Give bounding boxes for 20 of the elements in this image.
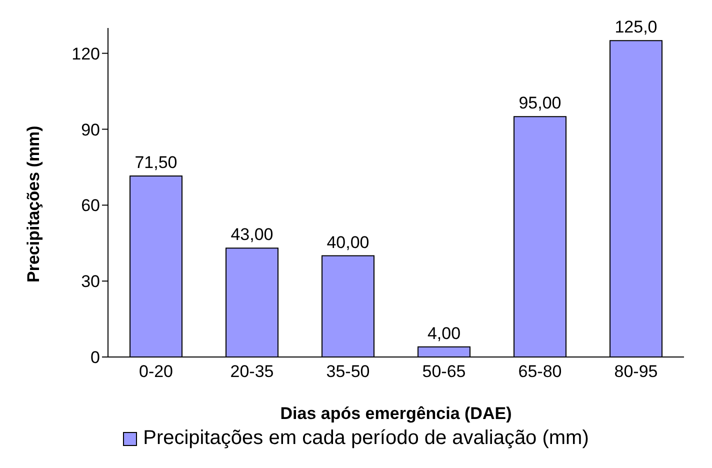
x-tick-label: 20-35 [230, 362, 274, 382]
x-tick-label: 50-65 [422, 362, 466, 382]
data-label: 95,00 [518, 94, 562, 113]
y-axis-title: Precipitações (mm) [24, 126, 44, 282]
x-tick-label: 35-50 [326, 362, 370, 382]
data-label: 125,0 [614, 18, 658, 37]
data-label: 43,00 [230, 225, 274, 244]
y-tick-label: 90 [81, 120, 100, 140]
legend-label: Precipitações em cada período de avaliação (mm) [143, 427, 589, 450]
y-tick-label: 60 [81, 196, 100, 216]
y-tick-label: 0 [90, 348, 100, 368]
data-label: 4,00 [427, 324, 461, 343]
x-tick-label: 0-20 [138, 362, 174, 382]
data-label: 40,00 [326, 232, 370, 252]
y-tick-label: 30 [81, 272, 100, 292]
data-label: 71,50 [134, 153, 178, 172]
y-tick-label: 120 [72, 44, 100, 64]
x-tick-label: 65-80 [518, 362, 562, 382]
x-tick-label: 80-95 [614, 362, 658, 382]
x-axis-title: Dias após emergência (DAE) [280, 404, 512, 423]
